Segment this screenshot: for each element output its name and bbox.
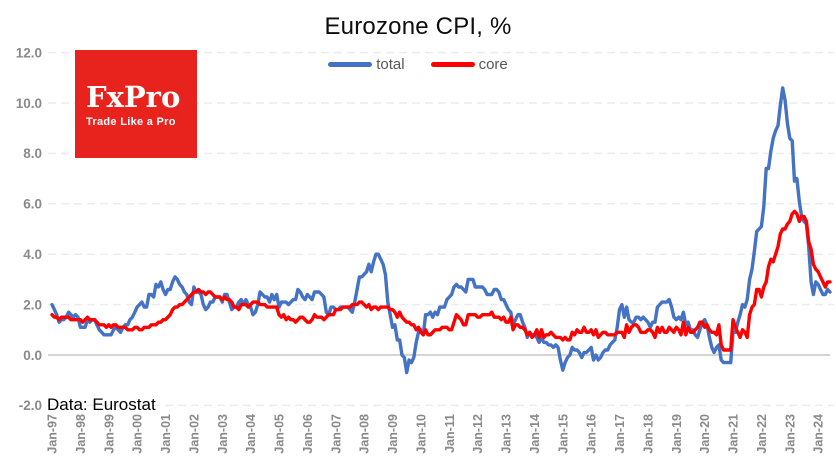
x-tick-label: Jan-00 [131, 414, 145, 454]
chart-legend: total core [0, 56, 836, 73]
x-tick-label: Jan-18 [641, 414, 655, 454]
x-tick-label: Jan-15 [556, 414, 570, 454]
x-tick-label: Jan-21 [727, 414, 741, 454]
x-tick-label: Jan-19 [670, 414, 684, 454]
x-tick-label: Jan-03 [216, 414, 230, 454]
fxpro-logo-wordmark: FxPro [86, 80, 181, 114]
x-tick-label: Jan-08 [358, 414, 372, 454]
x-tick-label: Jan-13 [500, 414, 514, 454]
fxpro-logo-tagline: Trade Like a Pro [86, 116, 176, 128]
data-source-label: Data: Eurostat [47, 395, 156, 414]
y-axis-labels: -2.0 0.0 2.0 4.0 6.0 8.0 10.0 12.0 [16, 45, 42, 413]
x-tick-label: Jan-23 [783, 414, 797, 454]
core-line-series [50, 209, 832, 352]
y-tick-label: 12.0 [16, 45, 42, 60]
x-tick-label: Jan-10 [414, 414, 428, 454]
core-line-swatch [430, 62, 475, 67]
x-tick-label: Jan-05 [273, 414, 287, 454]
legend-label-total: total [376, 56, 405, 73]
x-axis-labels: Jan-97 Jan-98 Jan-99 Jan-00 Jan-01 Jan-02 Jan-… [46, 414, 826, 454]
y-tick-label: 4.0 [23, 247, 42, 262]
x-tick-label: Jan-09 [386, 414, 400, 454]
y-tick-label: 6.0 [23, 197, 42, 212]
x-tick-label: Jan-02 [187, 414, 201, 454]
legend-item-total: total [328, 56, 405, 73]
x-tick-label: Jan-11 [443, 414, 457, 453]
x-tick-label: Jan-97 [46, 414, 60, 454]
legend-label-core: core [478, 56, 508, 73]
x-tick-label: Jan-98 [74, 414, 88, 454]
y-tick-label: 2.0 [23, 297, 42, 312]
y-tick-label: 10.0 [16, 96, 42, 111]
x-tick-label: Jan-22 [755, 414, 769, 454]
x-tick-label: Jan-01 [159, 414, 173, 454]
x-tick-label: Jan-20 [698, 414, 712, 454]
y-tick-label: 0.0 [23, 348, 42, 363]
y-tick-label: -2.0 [19, 398, 42, 413]
x-tick-label: Jan-17 [613, 414, 627, 454]
x-tick-label: Jan-24 [812, 414, 826, 454]
x-tick-label: Jan-16 [585, 414, 599, 454]
x-tick-label: Jan-14 [528, 414, 542, 454]
x-tick-label: Jan-04 [244, 414, 258, 454]
data-series-lines [50, 86, 832, 375]
x-tick-label: Jan-06 [301, 414, 315, 454]
fxpro-logo: FxPro Trade Like a Pro [75, 50, 197, 158]
y-tick-label: 8.0 [23, 146, 42, 161]
x-tick-label: Jan-99 [102, 414, 116, 454]
x-tick-label: Jan-12 [471, 414, 485, 454]
legend-item-core: core [430, 56, 508, 73]
chart-title: Eurozone CPI, % [324, 13, 512, 40]
total-line-series [50, 86, 832, 375]
x-tick-label: Jan-07 [329, 414, 343, 454]
total-line-swatch [328, 62, 373, 67]
